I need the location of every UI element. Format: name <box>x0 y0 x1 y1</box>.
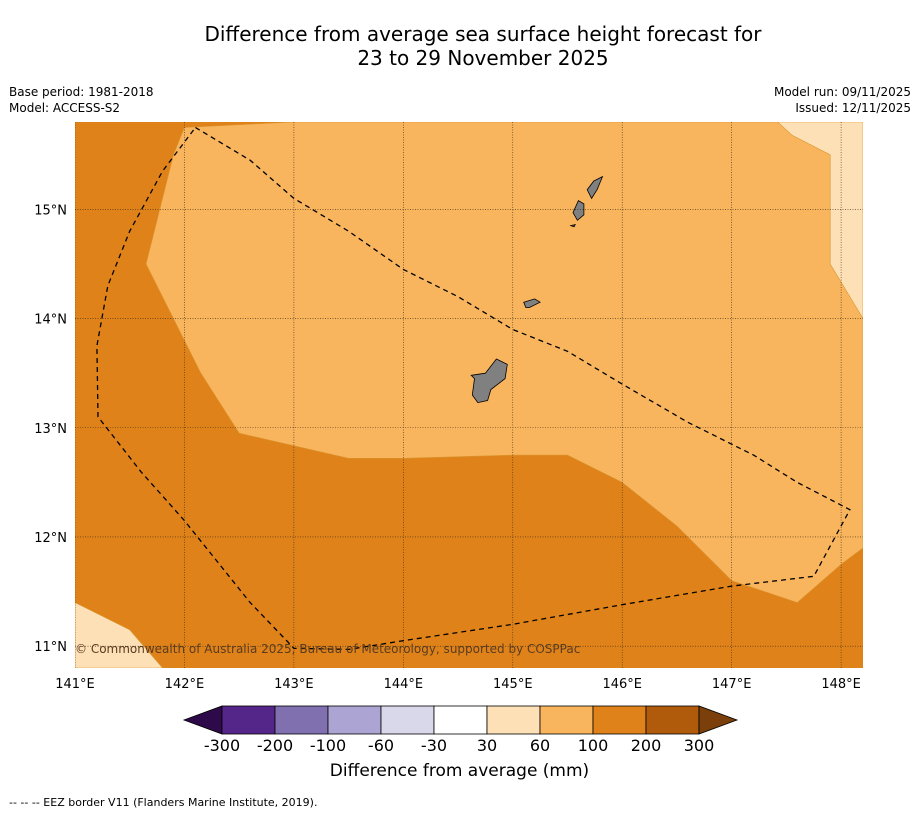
longitude-tick-label: 146°E <box>602 677 642 692</box>
map-title-line2: 23 to 29 November 2025 <box>357 46 609 70</box>
colorbar-tick-label: -300 <box>204 736 240 755</box>
eez-footnote: -- -- -- EEZ border V11 (Flanders Marine… <box>9 796 318 809</box>
colorbar: -300 -200 -100 -60 -30 30 60 100 200 300 <box>182 705 739 755</box>
model-info: Base period: 1981-2018 Model: ACCESS-S2 <box>9 84 154 116</box>
longitude-labels: 141°E 142°E 143°E 144°E 145°E 146°E 147°E 148°E <box>55 677 861 692</box>
map-fill-regions <box>75 122 863 668</box>
colorbar-tick-label: 200 <box>631 736 662 755</box>
model-run-date: Model run: 09/11/2025 <box>773 85 911 99</box>
colorbar-over-triangle <box>698 705 739 735</box>
colorbar-bin <box>486 705 541 735</box>
colorbar-bin <box>539 705 594 735</box>
latitude-tick-label: 14°N <box>34 313 67 328</box>
island-rota <box>523 298 541 309</box>
colorbar-tick-label: 30 <box>477 736 497 755</box>
island-aguijan <box>569 224 576 228</box>
region-30-60-northeast <box>777 122 863 320</box>
colorbar-bin <box>433 705 488 735</box>
colorbar-tick-label: 300 <box>684 736 715 755</box>
colorbar-tick-label: -100 <box>310 736 346 755</box>
graticule <box>75 122 863 668</box>
longitude-tick-label: 143°E <box>274 677 314 692</box>
colorbar-bin <box>592 705 647 735</box>
map-title: Difference from average sea surface heig… <box>0 22 919 70</box>
latitude-tick-label: 15°N <box>34 203 67 218</box>
colorbar-title: Difference from average (mm) <box>329 761 590 781</box>
longitude-tick-label: 144°E <box>384 677 424 692</box>
longitude-tick-label: 148°E <box>821 677 861 692</box>
longitude-tick-label: 145°E <box>493 677 533 692</box>
latitude-tick-label: 11°N <box>34 640 67 655</box>
colorbar-under-triangle <box>182 705 223 735</box>
base-period: Base period: 1981-2018 <box>9 85 154 99</box>
colorbar-bin <box>274 705 329 735</box>
latitude-tick-label: 13°N <box>34 422 67 437</box>
colorbar-tick-label: -200 <box>257 736 293 755</box>
eez-border-line <box>96 126 851 651</box>
colorbar-bin <box>221 705 276 735</box>
latitude-labels: 11°N 12°N 13°N 14°N 15°N <box>34 203 67 655</box>
island-guam <box>470 358 508 404</box>
colorbar-tick-label: -30 <box>421 736 447 755</box>
colorbar-bin <box>645 705 700 735</box>
colorbar-tick-label: -60 <box>368 736 394 755</box>
longitude-tick-label: 147°E <box>712 677 752 692</box>
copyright-notice: © Commonwealth of Australia 2025, Bureau… <box>75 642 580 656</box>
colorbar-tick-label: 100 <box>578 736 609 755</box>
issued-date: Issued: 12/11/2025 <box>795 101 911 115</box>
colorbar-bin <box>327 705 382 735</box>
longitude-tick-label: 142°E <box>165 677 205 692</box>
island-saipan <box>586 175 604 200</box>
run-info: Model run: 09/11/2025 Issued: 12/11/2025 <box>774 84 911 116</box>
colorbar-bin <box>380 705 435 735</box>
longitude-tick-label: 141°E <box>55 677 95 692</box>
model-name: Model: ACCESS-S2 <box>9 101 121 115</box>
latitude-tick-label: 12°N <box>34 531 67 546</box>
islands <box>470 175 604 404</box>
island-tinian <box>572 200 585 221</box>
colorbar-tick-label: 60 <box>530 736 550 755</box>
map-title-line1: Difference from average sea surface heig… <box>204 22 762 46</box>
region-60-100 <box>145 122 863 603</box>
region-30-60-southwest <box>75 602 163 668</box>
